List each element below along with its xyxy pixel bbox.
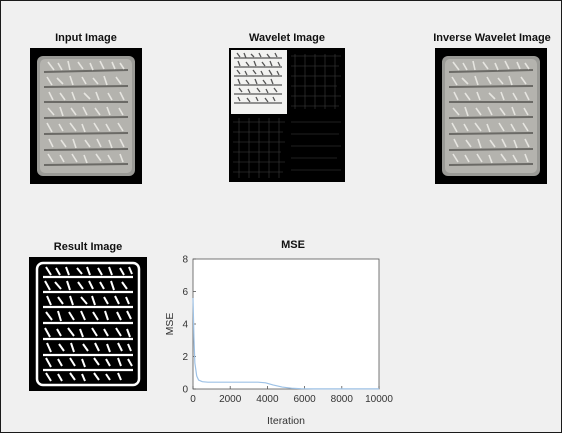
y-tick-label: 6 <box>182 287 188 298</box>
x-tick-label: 2000 <box>219 394 242 405</box>
inverse-wavelet-image <box>435 48 547 184</box>
chart-title: MSE <box>281 239 305 251</box>
inverse-wavelet-image-panel: Inverse Wavelet Image <box>429 32 555 184</box>
binary-segmentation-icon <box>29 257 147 391</box>
x-axis-label: Iteration <box>267 415 305 427</box>
x-tick-label: 8000 <box>331 394 354 405</box>
plot-area <box>192 258 380 390</box>
wavelet-image <box>229 48 345 182</box>
y-tick-label: 0 <box>182 385 188 396</box>
result-image-panel: Result Image <box>26 241 150 391</box>
result-image-title: Result Image <box>53 241 123 253</box>
y-axis-label: MSE <box>164 313 176 336</box>
result-image <box>29 257 147 391</box>
wavelet-decomposition-icon <box>229 48 345 182</box>
tablet-photo-icon <box>37 56 135 176</box>
input-image-title: Input Image <box>55 32 117 44</box>
mse-chart: MSE 0 2000 4000 6000 8000 10000 0 2 4 6 8 Iterati… <box>164 239 393 427</box>
input-image-panel: Input Image <box>27 32 145 184</box>
wavelet-image-title: Wavelet Image <box>248 32 325 44</box>
y-tick-label: 2 <box>182 352 188 363</box>
input-image <box>30 48 142 184</box>
x-tick-label: 0 <box>190 394 196 405</box>
inverse-wavelet-image-title: Inverse Wavelet Image <box>433 32 551 44</box>
y-tick-label: 4 <box>182 320 188 331</box>
x-tick-label: 4000 <box>256 394 279 405</box>
y-axis-ticks: 0 2 4 6 8 <box>182 255 196 396</box>
tablet-reconstruction-icon <box>442 56 540 176</box>
y-tick-label: 8 <box>182 255 188 266</box>
x-tick-label: 6000 <box>293 394 316 405</box>
x-tick-label: 10000 <box>365 394 393 405</box>
wavelet-image-panel: Wavelet Image <box>223 32 351 184</box>
mse-series-line <box>192 297 379 390</box>
